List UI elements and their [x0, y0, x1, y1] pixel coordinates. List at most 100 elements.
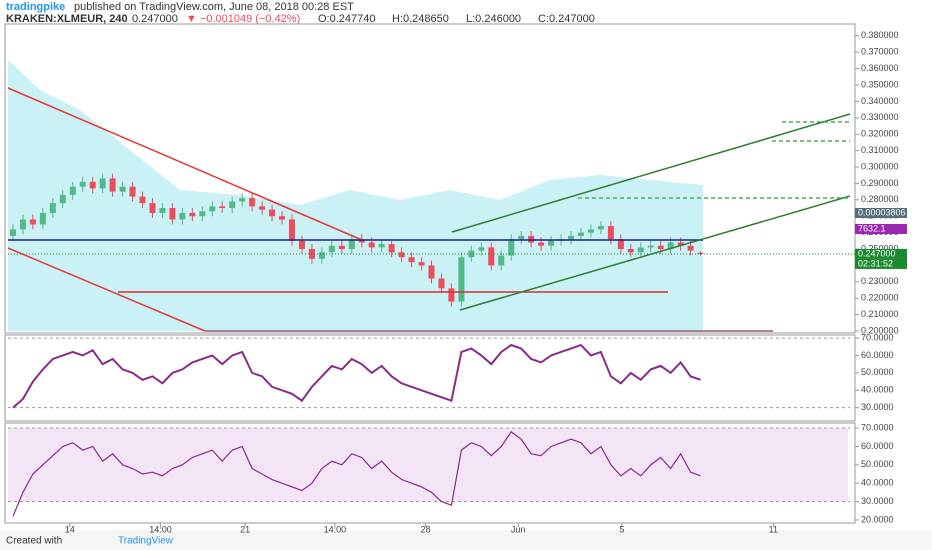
candle-body: [498, 255, 505, 266]
symbol: KRAKEN:XLMEUR, 240: [6, 13, 128, 25]
price-tag: 7632.1: [858, 223, 886, 233]
x-tick-label: Jun: [511, 524, 526, 534]
candle-body: [358, 239, 365, 243]
candle-body: [348, 239, 355, 250]
y-tick-label: 0.290000: [861, 178, 899, 188]
candle-body: [478, 247, 485, 251]
y-tick-label: 0.230000: [861, 276, 899, 286]
price-tag: 0.247000: [858, 248, 896, 258]
y-tick-label: 0.370000: [861, 47, 899, 57]
open: O:0.247740: [318, 13, 376, 25]
y-tick-label: 50.0000: [861, 367, 894, 377]
price-tag-box: [855, 258, 907, 269]
indicator-line: [12, 343, 701, 409]
candle-body: [518, 235, 525, 240]
candle-body: [19, 219, 26, 230]
candle-body: [627, 249, 634, 253]
y-tick-label: 0.310000: [861, 145, 899, 155]
candle-body: [99, 178, 106, 189]
candle-body: [69, 186, 76, 195]
price-tag: 0.00003806: [858, 207, 906, 217]
x-tick-label: 28: [421, 524, 431, 534]
footer-bar: [0, 530, 932, 550]
y-tick-label: 40.0000: [861, 478, 894, 488]
band-fill: [8, 428, 848, 502]
x-tick-label: 21: [240, 524, 250, 534]
created-with: Created with: [6, 536, 62, 547]
candle-body: [288, 219, 295, 241]
candle-body: [548, 240, 555, 246]
y-tick-label: 0.340000: [861, 96, 899, 106]
change: ▼ −0.001049 (−0.42%): [186, 13, 300, 25]
y-tick-label: 0.360000: [861, 63, 899, 73]
candle-body: [129, 186, 136, 197]
candle-body: [538, 242, 545, 246]
author[interactable]: tradingpike: [6, 1, 65, 13]
candle-body: [59, 194, 66, 204]
candle-body: [657, 245, 664, 250]
candle-body: [169, 208, 176, 220]
brand[interactable]: TradingView: [118, 536, 174, 547]
x-tick-label: 14: [65, 524, 75, 534]
candle-body: [318, 252, 325, 259]
candle-body: [269, 209, 276, 217]
candle-body: [528, 235, 535, 243]
candle-body: [229, 201, 236, 209]
panel-frames: [4, 23, 856, 524]
candle-body: [49, 203, 56, 213]
candle-body: [568, 235, 575, 240]
candle-body: [149, 203, 156, 213]
y-tick-label: 0.300000: [861, 161, 899, 171]
close: C:0.247000: [538, 13, 595, 25]
candle-body: [508, 239, 515, 256]
candle-body: [159, 208, 166, 213]
candle-body: [249, 198, 256, 207]
y-tick-label: 40.0000: [861, 385, 894, 395]
y-tick-label: 70.0000: [861, 422, 894, 432]
candle-body: [428, 265, 435, 279]
y-tick-label: 20.0000: [861, 514, 894, 524]
drawings: [7, 87, 851, 332]
candle-body: [139, 196, 146, 204]
y-tick-label: 30.0000: [861, 496, 894, 506]
candle-body: [647, 245, 654, 248]
x-tick-label: 14:00: [149, 524, 172, 534]
candle-body: [298, 240, 305, 250]
low: L:0.246000: [466, 13, 521, 25]
y-tick-label: 0.250000: [861, 243, 899, 253]
candle-body: [189, 212, 196, 217]
candle-body: [179, 212, 186, 220]
candle-body: [368, 242, 375, 248]
candle-body: [109, 178, 116, 192]
candle-body: [9, 229, 16, 236]
candle-body: [597, 226, 604, 230]
candle-body: [408, 257, 415, 263]
y-tick-label: 0.380000: [861, 30, 899, 40]
candle-body: [488, 247, 495, 266]
last: 0.247000: [132, 13, 178, 25]
candle-body: [398, 252, 405, 258]
candle-body: [587, 229, 594, 233]
y-tick-label: 60.0000: [861, 441, 894, 451]
y-tick-label: 30.0000: [861, 402, 894, 412]
candle-body: [448, 288, 455, 302]
y-tick-label: 70.0000: [861, 332, 894, 342]
main-plot: [9, 173, 704, 307]
candle-body: [209, 206, 216, 212]
candle-body: [687, 245, 694, 251]
y-tick-label: 50.0000: [861, 459, 894, 469]
price-tag-box: [855, 208, 907, 218]
x-tick-label: 11: [769, 524, 778, 534]
candle-body: [667, 242, 674, 250]
candle-body: [89, 181, 96, 189]
candle-body: [697, 252, 704, 254]
candle-body: [617, 239, 624, 250]
price-tag-box: [855, 224, 907, 234]
candle-body: [577, 232, 584, 236]
candle-body: [458, 257, 465, 302]
candle-body: [637, 247, 644, 253]
x-tick-label: 5: [619, 524, 624, 534]
y-tick-label: 0.350000: [861, 79, 899, 89]
candle-body: [79, 181, 86, 187]
